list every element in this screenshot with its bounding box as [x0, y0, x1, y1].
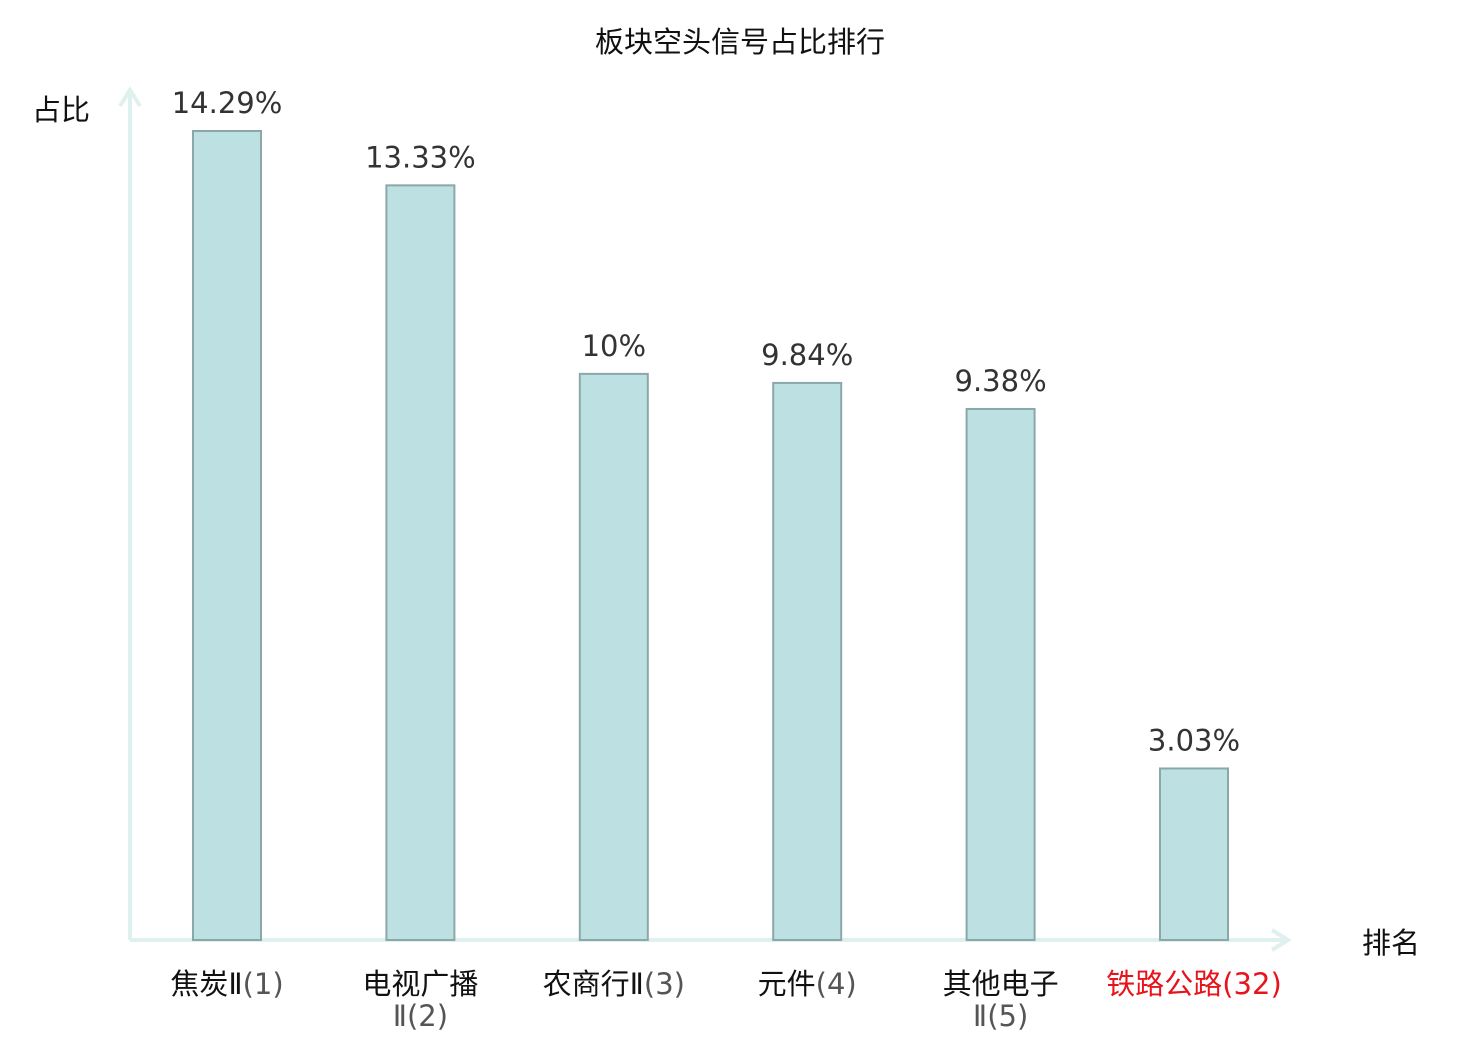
y-axis-label: 占比	[32, 93, 90, 127]
category-name: 电视广播	[362, 967, 478, 1001]
category-name: 其他电子	[943, 967, 1059, 1001]
category-suffix: Ⅱ	[393, 999, 407, 1033]
bar-6	[1159, 767, 1229, 942]
bar-2	[385, 184, 456, 941]
value-label-3: 10%	[582, 329, 646, 363]
category-name: 农商行Ⅱ	[543, 967, 644, 1001]
bar-4	[772, 381, 843, 941]
category-name: 铁路公路	[1106, 967, 1222, 1001]
category-rank: (32)	[1222, 967, 1282, 1001]
x-axis-label: 排名	[1362, 926, 1420, 960]
axes	[118, 86, 1292, 952]
value-label-5: 9.38%	[955, 364, 1047, 398]
category-label-2: 电视广播	[362, 967, 478, 1001]
category-rank: (1)	[243, 967, 284, 1001]
value-label-2: 13.33%	[365, 140, 476, 174]
value-label-6: 3.03%	[1148, 723, 1240, 757]
category-label-4: 元件(4)	[758, 967, 857, 1001]
category-label-3: 农商行Ⅱ(3)	[543, 967, 685, 1001]
category-name: 焦炭Ⅱ	[170, 967, 242, 1001]
y-axis-arrow	[118, 86, 142, 108]
category-rank: (4)	[816, 967, 857, 1001]
category-label-6: 铁路公路(32)	[1106, 967, 1282, 1001]
x-axis-arrow	[1270, 928, 1292, 952]
category-rank: (3)	[644, 967, 685, 1001]
category-rank: (2)	[407, 999, 448, 1033]
category-suffix: Ⅱ	[973, 999, 987, 1033]
value-label-1: 14.29%	[172, 86, 283, 120]
bars-group	[192, 130, 1229, 942]
category-label-2-line2: Ⅱ(2)	[393, 999, 448, 1033]
category-label-5: 其他电子	[943, 967, 1059, 1001]
bar-5	[965, 407, 1036, 941]
bar-3	[578, 372, 649, 942]
chart-title: 板块空头信号占比排行	[595, 25, 885, 59]
value-label-4: 9.84%	[761, 338, 853, 372]
category-label-5-line2: Ⅱ(5)	[973, 999, 1028, 1033]
category-label-1: 焦炭Ⅱ(1)	[170, 967, 283, 1001]
value-labels-group: 14.29% 13.33% 10% 9.84% 9.38% 3.03%	[172, 86, 1240, 757]
bar-1	[192, 130, 262, 941]
category-rank: (5)	[987, 999, 1028, 1033]
category-name: 元件	[758, 967, 816, 1001]
